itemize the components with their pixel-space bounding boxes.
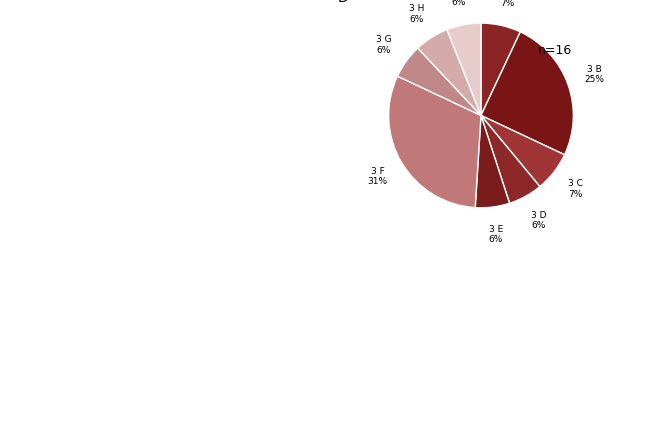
Text: 3 H
6%: 3 H 6% <box>409 4 424 24</box>
Wedge shape <box>447 23 481 115</box>
Text: D: D <box>338 0 348 5</box>
Wedge shape <box>397 48 481 115</box>
Text: 3 B
25%: 3 B 25% <box>584 65 604 84</box>
Text: n=16: n=16 <box>538 44 572 57</box>
Text: 3 G
6%: 3 G 6% <box>376 35 392 55</box>
Text: 3 F
31%: 3 F 31% <box>368 167 387 186</box>
Wedge shape <box>481 23 520 115</box>
Wedge shape <box>389 76 481 208</box>
Text: 3 A
7%: 3 A 7% <box>500 0 515 8</box>
Wedge shape <box>481 32 573 155</box>
Text: 3 I
6%: 3 I 6% <box>451 0 465 7</box>
Text: 3 C
7%: 3 C 7% <box>569 179 583 199</box>
Wedge shape <box>418 30 481 115</box>
Text: 3 E
6%: 3 E 6% <box>489 225 503 244</box>
Wedge shape <box>481 115 565 186</box>
Wedge shape <box>481 115 540 203</box>
Wedge shape <box>475 115 510 208</box>
Text: 3 D
6%: 3 D 6% <box>531 211 547 230</box>
